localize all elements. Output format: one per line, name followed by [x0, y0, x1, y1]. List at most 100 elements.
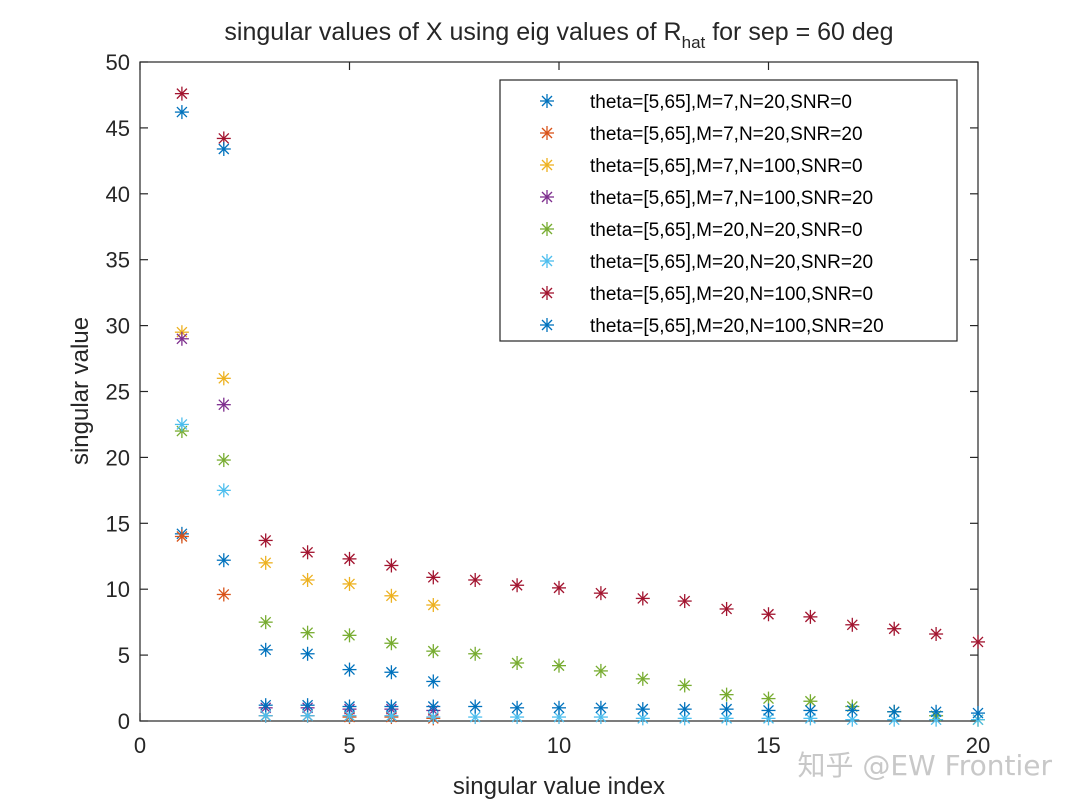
data-point [300, 625, 315, 640]
data-point [468, 710, 483, 725]
series-1 [174, 526, 441, 689]
data-point [342, 576, 357, 591]
data-point [719, 711, 734, 726]
data-point [216, 141, 231, 156]
y-tick-label: 5 [118, 643, 130, 668]
data-point [552, 700, 566, 715]
legend-marker [540, 286, 554, 300]
data-point [258, 698, 273, 713]
legend: theta=[5,65],M=7,N=20,SNR=0 theta=[5,65],… [499, 79, 958, 342]
data-point [761, 607, 776, 622]
legend-marker [540, 158, 554, 172]
chart-title: singular values of X using eig values of… [224, 18, 893, 52]
data-point [216, 483, 231, 498]
legend-marker [540, 190, 554, 204]
data-point [300, 646, 315, 661]
legend-marker [540, 126, 554, 140]
legend-label: theta=[5,65],M=7,N=100,SNR=20 [590, 188, 873, 209]
data-point [216, 587, 231, 602]
data-point [342, 551, 357, 566]
x-tick-label: 20 [966, 733, 990, 758]
data-point [468, 646, 483, 661]
data-point [300, 545, 315, 560]
legend-marker [540, 94, 554, 108]
data-point [174, 86, 189, 101]
legend-entry: theta=[5,65],M=7,N=20,SNR=20 [540, 124, 863, 145]
legend-label: theta=[5,65],M=7,N=100,SNR=0 [590, 156, 863, 177]
data-point [929, 627, 944, 642]
data-point [384, 665, 399, 680]
legend-entry: theta=[5,65],M=7,N=20,SNR=0 [540, 92, 852, 113]
data-point [258, 642, 273, 657]
data-point [887, 621, 902, 636]
legend-label: theta=[5,65],M=20,N=20,SNR=0 [590, 220, 863, 241]
data-point [510, 656, 525, 671]
data-point [635, 671, 650, 686]
data-point [174, 105, 189, 120]
data-point [342, 699, 357, 714]
data-point [468, 699, 483, 714]
series-5 [174, 424, 985, 727]
data-point [635, 711, 650, 726]
data-point [593, 700, 608, 715]
y-tick-label: 35 [106, 248, 130, 273]
data-point [384, 588, 399, 603]
data-point [552, 580, 566, 595]
x-tick-label: 0 [134, 733, 146, 758]
legend-label: theta=[5,65],M=20,N=100,SNR=20 [590, 316, 884, 337]
data-point [971, 634, 985, 649]
data-point [342, 708, 357, 723]
series-8 [174, 105, 985, 721]
data-point [216, 553, 231, 568]
series-6 [174, 417, 985, 727]
data-point [216, 397, 231, 412]
data-point [174, 331, 189, 346]
legend-label: theta=[5,65],M=7,N=20,SNR=20 [590, 124, 863, 145]
x-tick-label: 15 [756, 733, 780, 758]
data-point [635, 702, 650, 717]
legend-marker [540, 254, 554, 268]
data-point [719, 702, 734, 717]
data-point [845, 617, 860, 632]
data-point [929, 712, 944, 727]
y-tick-label: 15 [106, 511, 130, 536]
data-point [258, 708, 273, 723]
legend-entry: theta=[5,65],M=7,N=100,SNR=20 [540, 188, 873, 209]
data-point [426, 674, 441, 689]
data-point [677, 678, 692, 693]
y-tick-label: 50 [106, 50, 130, 75]
data-point [342, 662, 357, 677]
data-point [887, 704, 902, 719]
data-point [300, 572, 315, 587]
y-tick-label: 0 [118, 709, 130, 734]
legend-entry: theta=[5,65],M=20,N=100,SNR=20 [540, 316, 884, 337]
data-point [174, 417, 189, 432]
data-point [845, 703, 860, 718]
data-point [510, 700, 525, 715]
data-point [677, 594, 692, 609]
y-tick-label: 25 [106, 380, 130, 405]
data-point [761, 691, 776, 706]
y-tick-label: 40 [106, 182, 130, 207]
data-point [258, 555, 273, 570]
data-point [971, 706, 985, 721]
data-point [426, 644, 441, 659]
data-point [635, 591, 650, 606]
legend-box [499, 79, 958, 342]
x-axis-label: singular value index [453, 773, 665, 800]
legend-label: theta=[5,65],M=7,N=20,SNR=0 [590, 92, 852, 113]
data-point [929, 704, 944, 719]
data-point [552, 658, 566, 673]
data-point [384, 558, 399, 573]
data-point [510, 578, 525, 593]
y-axis: 0 5 10 15 20 25 30 35 40 45 50 [106, 50, 978, 734]
data-point [384, 699, 399, 714]
x-tick-label: 5 [343, 733, 355, 758]
legend-marker [540, 318, 554, 332]
data-point [174, 529, 189, 544]
legend-marker [540, 222, 554, 236]
y-tick-label: 10 [106, 577, 130, 602]
data-point [300, 698, 315, 713]
legend-entry: theta=[5,65],M=20,N=20,SNR=0 [540, 220, 863, 241]
